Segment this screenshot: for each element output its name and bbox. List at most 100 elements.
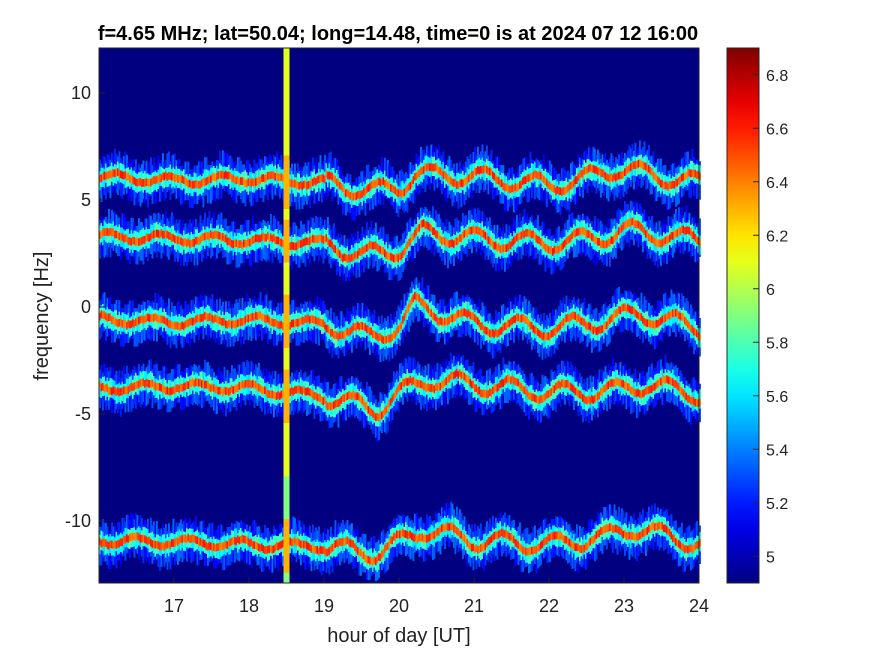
heatmap-cell [433, 227, 436, 236]
heatmap-cell [253, 179, 256, 187]
heatmap-cell [421, 298, 424, 307]
heatmap-cell [601, 325, 604, 333]
heatmap-cell [544, 333, 547, 341]
heatmap-cell [613, 310, 616, 319]
heatmap-cell [460, 309, 463, 317]
heatmap-cell [465, 374, 467, 383]
heatmap-cell [184, 534, 187, 543]
heatmap-cell [369, 407, 371, 416]
heatmap-cell [174, 174, 176, 183]
heatmap-cell [547, 390, 550, 398]
heatmap-cell [250, 313, 253, 322]
heatmap-cell [411, 296, 413, 305]
heatmap-cell [634, 309, 637, 317]
heatmap-cell [472, 225, 475, 234]
heatmap-cell [594, 236, 596, 245]
heatmap-cells [99, 48, 701, 584]
heatmap-cell [537, 395, 539, 404]
heatmap-cell [313, 176, 316, 185]
heatmap-cell [504, 244, 506, 252]
heatmap-cell [450, 239, 452, 248]
heatmap-cell [433, 163, 436, 172]
heatmap-cell [690, 228, 692, 236]
heatmap-cell [298, 239, 301, 248]
heatmap-cell [324, 321, 326, 330]
heatmap-cell [417, 225, 419, 233]
heatmap-cell [259, 176, 262, 185]
heatmap-cell [622, 222, 625, 230]
heatmap-cell [214, 385, 217, 394]
heatmap-cell [628, 218, 631, 227]
heatmap-cell [631, 386, 634, 395]
heatmap-cell [183, 322, 185, 331]
heatmap-cell [636, 310, 638, 319]
heatmap-cell [630, 163, 632, 171]
heatmap-cell [300, 386, 302, 394]
heatmap-cell [463, 177, 466, 186]
heatmap-cell [177, 322, 179, 330]
heatmap-cell [577, 389, 580, 398]
heatmap-cell [382, 247, 385, 255]
heatmap-cell [343, 394, 346, 402]
heatmap-cell [124, 171, 127, 179]
heatmap-cell [601, 240, 604, 248]
heatmap-cell [526, 174, 529, 182]
heatmap-cell [619, 225, 622, 234]
heatmap-cell [189, 317, 191, 326]
heatmap-cell [660, 179, 662, 188]
heatmap-cell [694, 398, 697, 407]
heatmap-cell [658, 177, 661, 186]
heatmap-cell [274, 319, 277, 327]
heatmap-cell [145, 233, 148, 242]
heatmap-cell [660, 239, 662, 248]
heatmap-cell [639, 312, 641, 321]
heatmap-cell [130, 238, 133, 246]
heatmap-cell [303, 238, 305, 247]
heatmap-cell [297, 181, 299, 190]
heatmap-cell [378, 244, 380, 253]
heatmap-cell [480, 322, 482, 331]
heatmap-cell [153, 230, 155, 239]
heatmap-cell [516, 184, 518, 192]
heatmap-cell [606, 173, 608, 181]
heatmap-cell [184, 238, 187, 246]
heatmap-cell [195, 378, 197, 387]
heatmap-cell [165, 387, 167, 395]
heatmap-cell [648, 319, 650, 327]
heatmap-cell [157, 383, 160, 391]
heatmap-cell [516, 378, 518, 386]
heatmap-cell [385, 405, 388, 414]
heatmap-cell [139, 315, 142, 324]
heatmap-cell [598, 325, 601, 334]
heatmap-cell [655, 174, 658, 182]
heatmap-cell [465, 228, 467, 237]
heatmap-cell [214, 314, 217, 323]
heatmap-cell [217, 231, 220, 240]
heatmap-cell [420, 167, 422, 176]
heatmap-cell [165, 541, 167, 550]
heatmap-cell [373, 412, 376, 420]
heatmap-cell [355, 392, 358, 401]
heatmap-cell [316, 317, 319, 326]
heatmap-cell [181, 321, 184, 330]
heatmap-cell [420, 380, 422, 388]
heatmap-cell [397, 384, 400, 393]
heatmap-cell [459, 369, 461, 377]
heatmap-cell [298, 182, 301, 190]
heatmap-cell [588, 230, 590, 238]
heatmap-cell [354, 392, 356, 401]
heatmap-cell [121, 538, 124, 546]
heatmap-cell [276, 392, 278, 400]
heatmap-cell [309, 237, 311, 245]
heatmap-cell [313, 235, 316, 244]
heatmap-cell [648, 386, 650, 394]
heatmap-cell [558, 380, 560, 389]
heatmap-cell [127, 237, 130, 245]
plot-area [98, 47, 701, 584]
heatmap-cell [481, 389, 484, 398]
chart-title: f=4.65 MHz; lat=50.04; long=14.48, time=… [98, 23, 698, 45]
heatmap-cell [403, 247, 406, 256]
heatmap-cell [652, 320, 655, 329]
heatmap-cell [220, 386, 223, 395]
heatmap-cell [124, 386, 127, 395]
